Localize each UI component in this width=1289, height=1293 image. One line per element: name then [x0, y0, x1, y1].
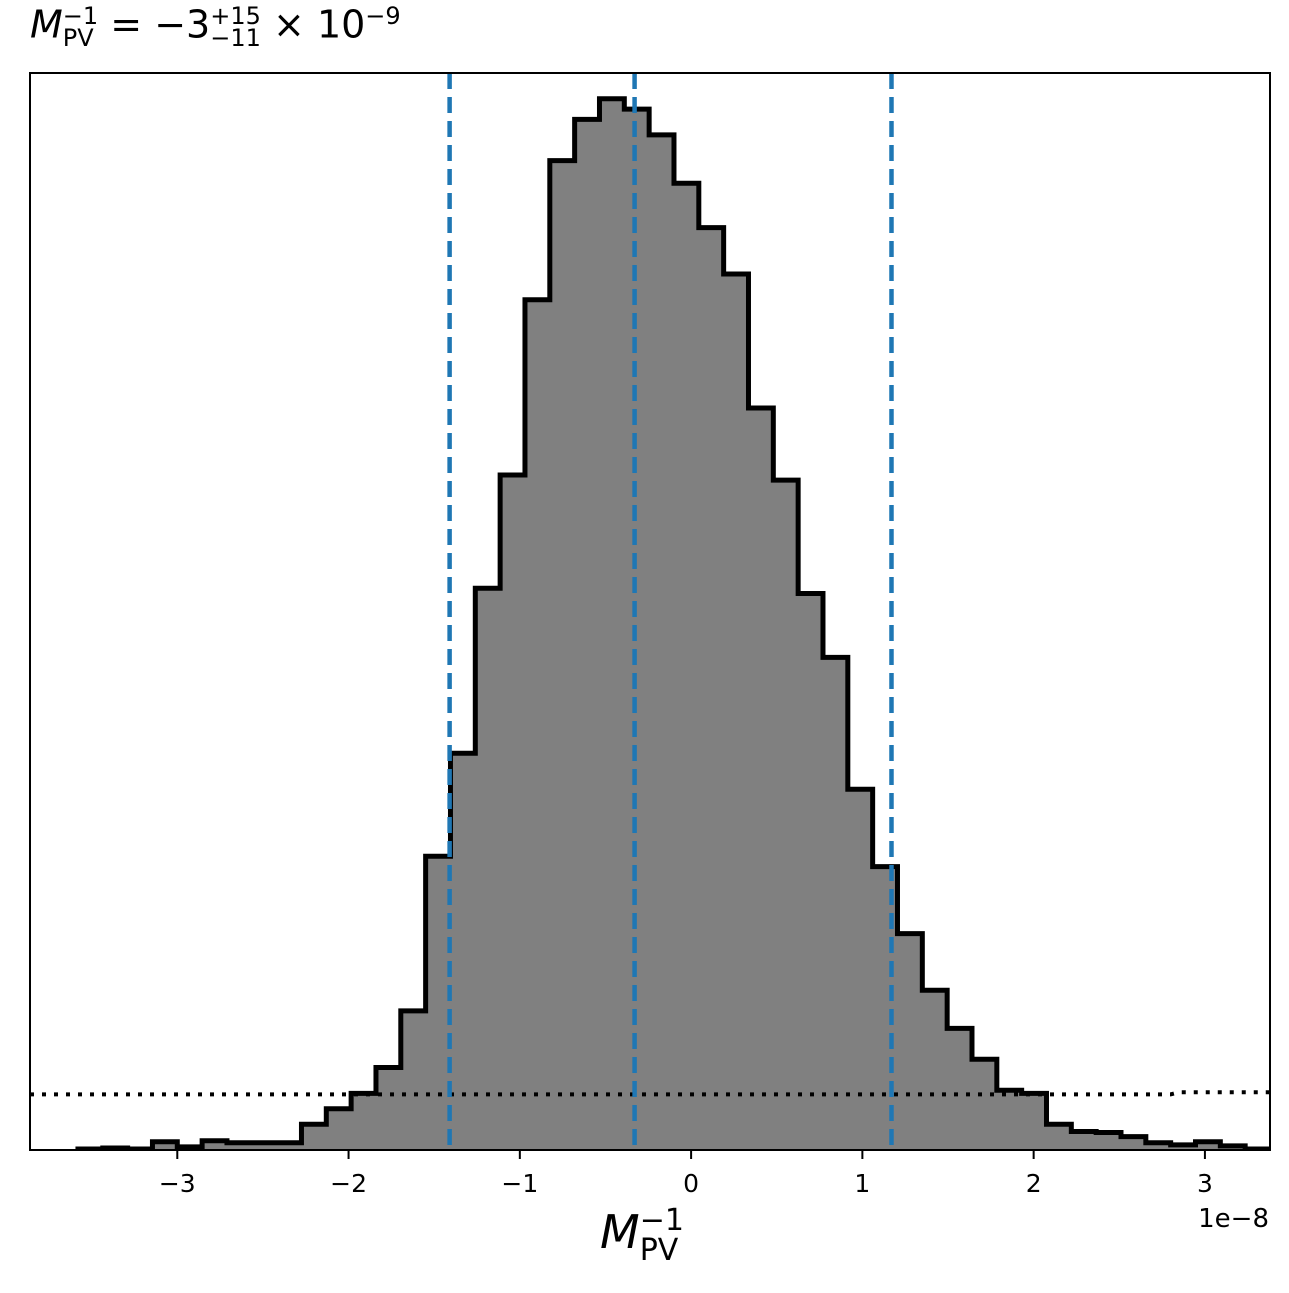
x-tick-label: 0	[683, 1169, 699, 1198]
histogram-bar	[1046, 1124, 1072, 1150]
histogram-bar	[624, 109, 650, 1150]
chart-title: M −1 PV = −3 +15 −11 × 10−9	[30, 2, 401, 53]
x-axis-offset-label: 1e−8	[1198, 1204, 1269, 1234]
histogram-bar	[649, 134, 675, 1150]
xlabel-scripts: −1 PV	[639, 1202, 684, 1268]
x-axis: −3 −2 −1 0 1 2 3	[159, 1150, 1213, 1198]
title-errors: +15 −11	[210, 2, 261, 53]
histogram-bar	[524, 299, 551, 1150]
histogram-bar	[202, 1140, 228, 1150]
histogram-bar	[1120, 1136, 1147, 1150]
title-symbol-sub: PV	[62, 24, 94, 53]
x-tick-label: 3	[1197, 1169, 1213, 1198]
title-times: ×	[273, 2, 305, 47]
histogram-bar	[748, 407, 774, 1150]
histogram-bar	[226, 1142, 253, 1150]
histogram-bar	[450, 753, 476, 1150]
histogram-bar	[549, 160, 576, 1150]
title-base: 10	[316, 2, 366, 47]
histogram-bar	[897, 933, 923, 1150]
histogram-bar	[152, 1141, 178, 1150]
histogram-outline	[75, 96, 1270, 1150]
histogram-bar	[1170, 1144, 1196, 1150]
title-lower-error: −11	[210, 24, 261, 53]
histogram-bar	[673, 183, 700, 1150]
histogram-bar	[1021, 1093, 1047, 1150]
title-upper-error: +15	[210, 2, 261, 31]
title-equals: =	[110, 2, 143, 47]
title-exponent: −9	[365, 2, 401, 30]
title-symbol-sup: −1	[62, 2, 99, 31]
x-tick-label: 1	[854, 1169, 870, 1198]
title-value: −3	[154, 2, 211, 47]
histogram-bar	[599, 98, 625, 1150]
histogram-bar	[922, 990, 948, 1150]
x-tick-label: −1	[501, 1169, 538, 1198]
histogram-bar	[822, 657, 849, 1150]
histogram-bar	[251, 1142, 278, 1150]
histogram-bar	[400, 1010, 427, 1150]
x-tick-label: 2	[1026, 1169, 1042, 1198]
plot-area	[30, 73, 1270, 1150]
histogram-bar	[798, 593, 824, 1150]
histogram-bar	[1195, 1141, 1221, 1150]
xlabel-symbol: M	[600, 1205, 640, 1259]
xlabel-sup: −1	[639, 1202, 684, 1238]
x-tick-label: −2	[330, 1169, 367, 1198]
histogram-bar	[500, 474, 526, 1150]
histogram-bar	[1096, 1132, 1122, 1150]
x-tick-label: −3	[159, 1169, 196, 1198]
histogram-bar	[847, 789, 874, 1150]
histogram-bar	[301, 1124, 327, 1150]
histogram-bar	[698, 227, 725, 1150]
histogram-bar	[574, 119, 600, 1150]
histogram-bar	[872, 866, 898, 1150]
histogram-bar	[375, 1067, 402, 1150]
axes-frame	[29, 72, 1271, 1151]
histogram-bar	[773, 480, 799, 1150]
histogram-bar	[326, 1108, 352, 1150]
histogram-bar	[425, 856, 451, 1150]
histogram-bar	[351, 1093, 377, 1150]
xlabel-sub: PV	[639, 1232, 679, 1268]
title-symbol-scripts: −1 PV	[62, 2, 99, 53]
histogram-bar	[996, 1090, 1023, 1150]
histogram-bar	[475, 588, 501, 1150]
x-axis-label: M −1 PV	[600, 1205, 684, 1266]
plot-content	[30, 73, 1270, 1150]
histogram-bar	[1145, 1142, 1172, 1150]
histogram-bar	[1071, 1131, 1097, 1150]
histogram-bar	[276, 1142, 302, 1150]
histogram-bar	[971, 1059, 998, 1150]
histogram-bar	[723, 273, 749, 1150]
title-symbol: M	[30, 2, 63, 47]
histogram-bar	[947, 1028, 973, 1150]
